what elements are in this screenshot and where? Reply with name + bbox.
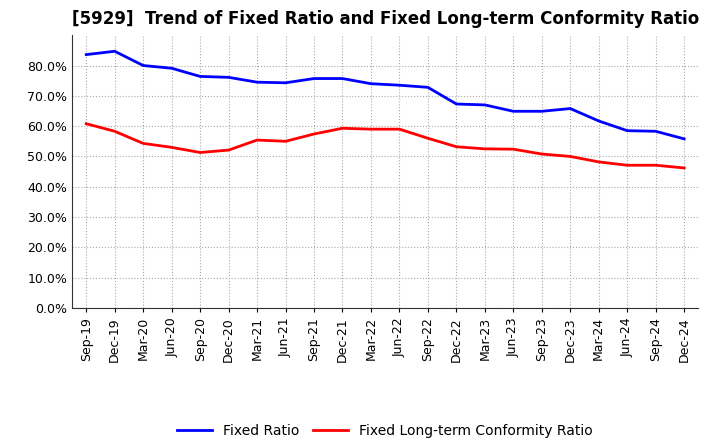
Fixed Ratio [167,66,176,71]
Fixed Long-term Conformity Ratio [110,128,119,134]
Line: Fixed Long-term Conformity Ratio: Fixed Long-term Conformity Ratio [86,124,684,168]
Fixed Long-term Conformity Ratio [338,125,347,131]
Fixed Ratio [282,80,290,85]
Fixed Ratio [480,102,489,107]
Fixed Long-term Conformity Ratio [537,151,546,157]
Fixed Ratio [423,84,432,90]
Fixed Ratio [652,128,660,134]
Fixed Long-term Conformity Ratio [623,163,631,168]
Fixed Long-term Conformity Ratio [452,144,461,150]
Fixed Long-term Conformity Ratio [366,127,375,132]
Fixed Ratio [623,128,631,133]
Fixed Long-term Conformity Ratio [310,132,318,137]
Fixed Ratio [110,49,119,54]
Fixed Long-term Conformity Ratio [82,121,91,126]
Fixed Ratio [366,81,375,86]
Fixed Long-term Conformity Ratio [509,147,518,152]
Fixed Long-term Conformity Ratio [167,145,176,150]
Fixed Ratio [225,75,233,80]
Fixed Long-term Conformity Ratio [196,150,204,155]
Fixed Ratio [338,76,347,81]
Legend: Fixed Ratio, Fixed Long-term Conformity Ratio: Fixed Ratio, Fixed Long-term Conformity … [172,418,598,440]
Fixed Long-term Conformity Ratio [282,139,290,144]
Fixed Ratio [82,52,91,57]
Fixed Long-term Conformity Ratio [652,163,660,168]
Fixed Long-term Conformity Ratio [566,154,575,159]
Fixed Ratio [680,136,688,142]
Fixed Ratio [139,63,148,68]
Line: Fixed Ratio: Fixed Ratio [86,51,684,139]
Fixed Long-term Conformity Ratio [680,165,688,171]
Fixed Ratio [595,118,603,124]
Fixed Long-term Conformity Ratio [480,146,489,151]
Fixed Ratio [253,80,261,85]
Fixed Ratio [566,106,575,111]
Fixed Ratio [509,109,518,114]
Fixed Long-term Conformity Ratio [395,127,404,132]
Fixed Ratio [196,74,204,79]
Title: [5929]  Trend of Fixed Ratio and Fixed Long-term Conformity Ratio: [5929] Trend of Fixed Ratio and Fixed Lo… [71,10,699,28]
Fixed Ratio [395,83,404,88]
Fixed Long-term Conformity Ratio [595,159,603,165]
Fixed Long-term Conformity Ratio [253,137,261,143]
Fixed Long-term Conformity Ratio [225,147,233,153]
Fixed Long-term Conformity Ratio [423,136,432,141]
Fixed Ratio [537,109,546,114]
Fixed Long-term Conformity Ratio [139,141,148,146]
Fixed Ratio [452,101,461,106]
Fixed Ratio [310,76,318,81]
